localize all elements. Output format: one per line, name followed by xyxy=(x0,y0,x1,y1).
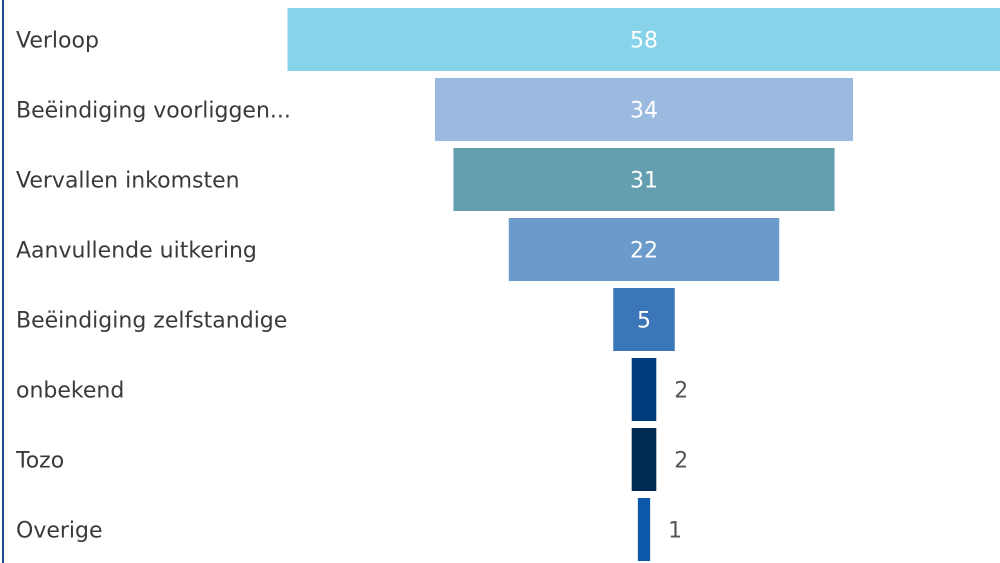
value-label: 31 xyxy=(630,169,658,194)
funnel-bar xyxy=(453,148,835,211)
category-label: onbekend xyxy=(16,379,124,404)
funnel-bar xyxy=(287,8,1000,71)
funnel-bar xyxy=(631,428,657,491)
category-label: Overige xyxy=(16,519,103,544)
funnel-bar xyxy=(435,78,853,141)
value-label: 22 xyxy=(630,239,658,264)
category-label: Beëindiging voorliggen... xyxy=(16,99,291,124)
category-label: Beëindiging zelfstandige xyxy=(16,309,287,334)
funnel-bar xyxy=(637,498,651,561)
funnel-bar xyxy=(508,218,780,281)
value-label: 58 xyxy=(630,29,658,54)
category-label: Tozo xyxy=(15,449,64,474)
category-label: Vervallen inkomsten xyxy=(16,169,240,194)
category-label: Verloop xyxy=(16,29,99,54)
funnel-bar xyxy=(613,288,675,351)
value-label: 34 xyxy=(630,99,658,124)
value-label: 1 xyxy=(668,519,682,544)
value-label: 5 xyxy=(637,309,651,334)
value-label: 2 xyxy=(674,379,688,404)
funnel-bar xyxy=(631,358,657,421)
category-label: Aanvullende uitkering xyxy=(16,239,257,264)
value-label: 2 xyxy=(674,449,688,474)
